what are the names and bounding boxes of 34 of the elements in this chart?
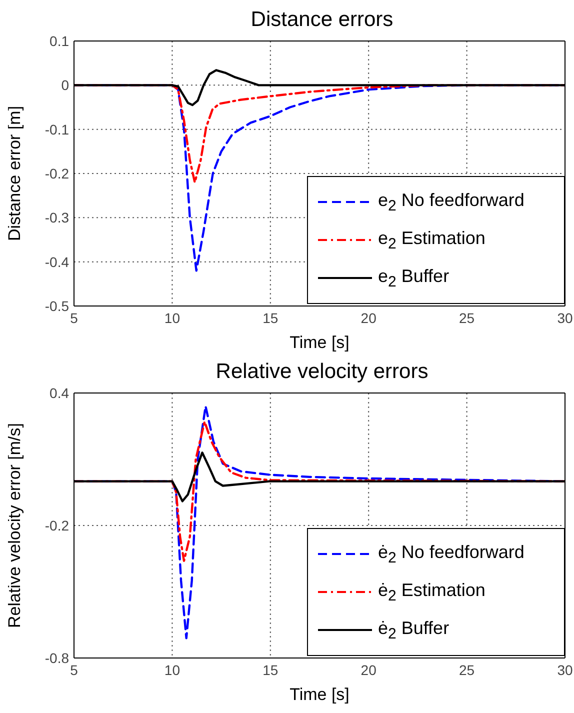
x-tick-label: 20 [360,310,377,326]
x-tick-label: 25 [459,310,475,326]
x-tick-label: 10 [164,662,180,678]
x-tick-label: 15 [262,662,278,678]
legend-label: ė$_{2}$ Buffer [378,618,450,642]
y-tick-label: -0.8 [44,650,70,666]
x-axis-title: Time [s] [290,685,350,704]
x-tick-label: 5 [70,310,78,326]
y-axis-title: Relative velocity error [m/s] [5,423,24,628]
y-axis-title: Distance error [m] [5,106,24,242]
y-tick-label: 0.1 [50,32,70,49]
y-tick-label: -0.3 [44,210,70,226]
x-axis-title: Time [s] [290,333,350,352]
y-tick-label: -0.1 [44,121,70,138]
y-tick-label: -0.5 [44,298,70,314]
y-tick-label: 0 [61,77,70,94]
y-tick-label: -0.2 [44,517,70,534]
x-tick-label: 15 [262,310,278,326]
legend-label: e$_{2}$ Estimation [378,228,486,252]
x-tick-label: 30 [557,662,573,678]
legend-label: ė$_{2}$ Estimation [378,580,486,604]
legend-label: ė$_{2}$ No feedforward [378,542,524,566]
chart-title: Distance errors [250,8,394,33]
y-tick-label: -0.2 [44,165,70,182]
x-tick-label: 30 [557,310,573,326]
y-tick-label: -0.4 [44,254,70,270]
legend-label: e$_{2}$ Buffer [378,266,450,290]
x-tick-label: 10 [164,310,180,326]
y-tick-label: 0.4 [50,384,70,401]
x-tick-label: 20 [360,662,377,678]
x-tick-label: 25 [459,662,475,678]
chart-title: Relative velocity errors [214,360,430,385]
legend-label: e$_{2}$ No feedforward [378,190,524,214]
x-tick-label: 5 [70,662,78,678]
